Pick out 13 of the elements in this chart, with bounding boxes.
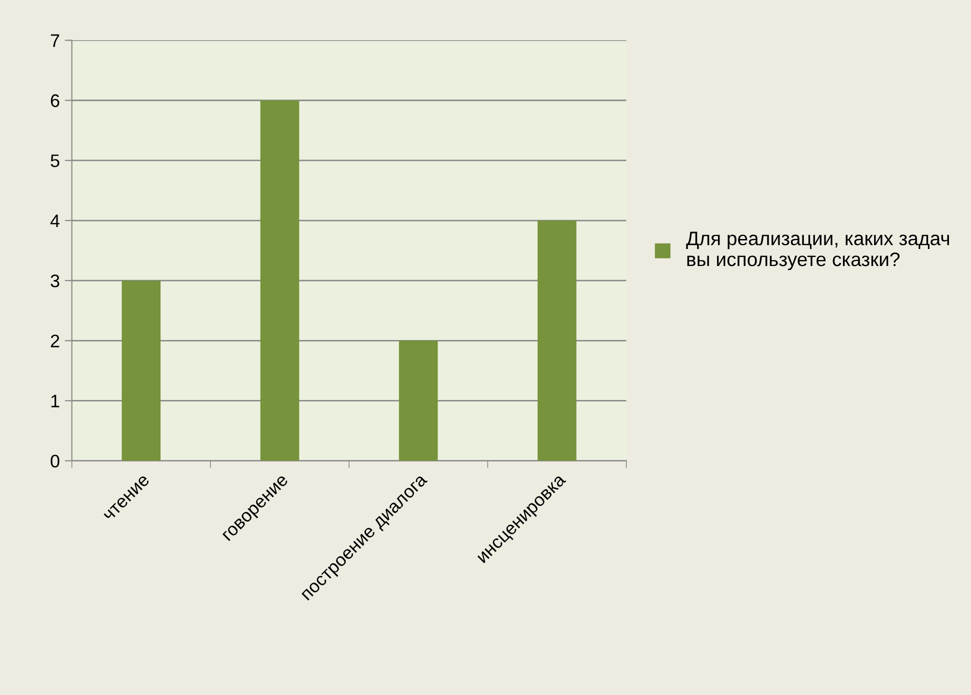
legend-label: Для реализации, каких задач вы используете сказки? bbox=[686, 232, 949, 270]
y-tick-label: 6 bbox=[50, 94, 60, 108]
bar bbox=[260, 100, 300, 461]
bar bbox=[398, 340, 438, 461]
y-tick-label: 3 bbox=[50, 274, 60, 288]
bar bbox=[122, 280, 161, 461]
y-tick-label: 0 bbox=[50, 454, 60, 468]
y-tick-label: 2 bbox=[50, 334, 60, 348]
y-tick-label: 1 bbox=[51, 394, 60, 408]
y-tick-label: 7 bbox=[50, 34, 60, 47]
y-tick-label: 5 bbox=[50, 154, 60, 168]
bar bbox=[538, 220, 576, 461]
y-tick-label: 4 bbox=[50, 214, 60, 228]
